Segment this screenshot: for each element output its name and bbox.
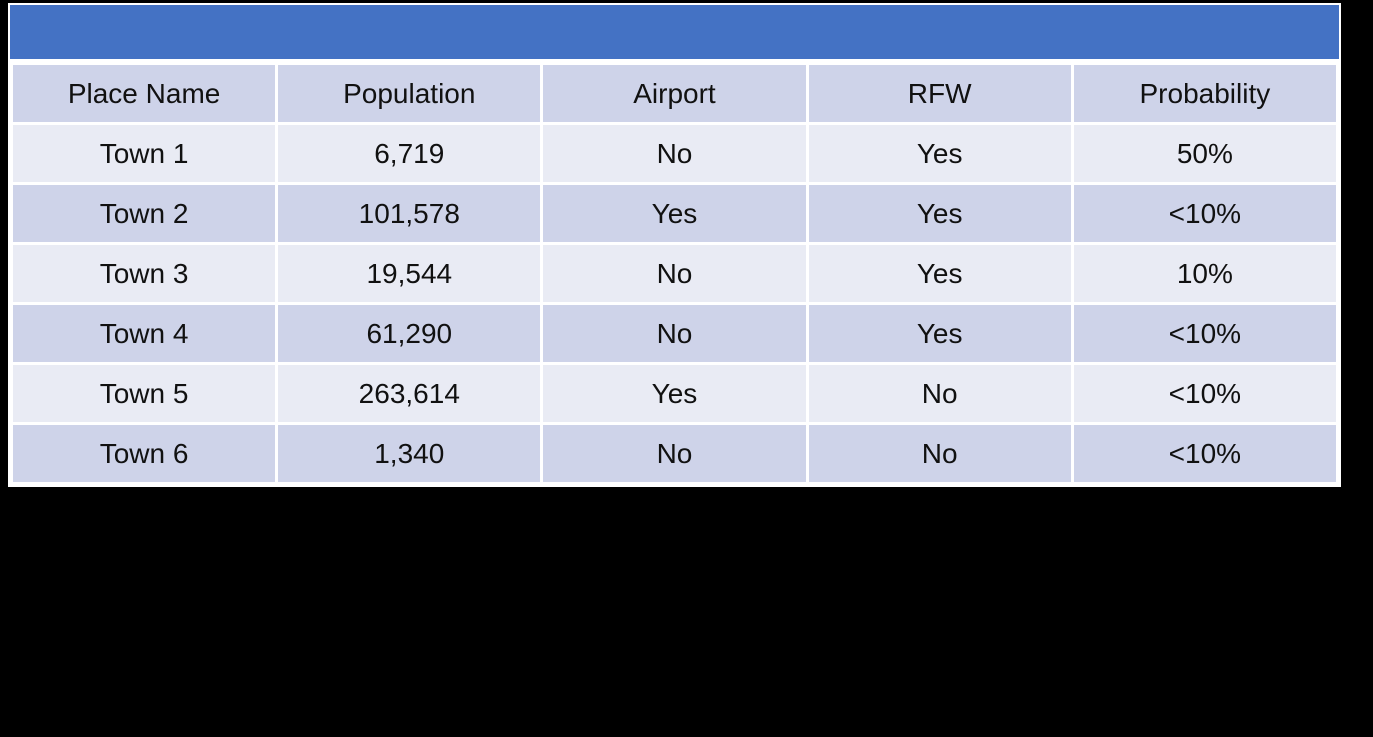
cell-probability: <10%	[1073, 185, 1336, 242]
table-body: Town 1 6,719 No Yes 50% Town 2 101,578 Y…	[13, 125, 1336, 482]
column-header-probability: Probability	[1073, 65, 1336, 122]
cell-airport: No	[543, 125, 806, 182]
column-header-rfw: RFW	[808, 65, 1071, 122]
cell-rfw: Yes	[808, 185, 1071, 242]
cell-population: 6,719	[278, 125, 541, 182]
cell-probability: <10%	[1073, 425, 1336, 482]
cell-probability: <10%	[1073, 365, 1336, 422]
table-title-band	[10, 5, 1339, 59]
table-row: Town 4 61,290 No Yes <10%	[13, 305, 1336, 362]
cell-population: 263,614	[278, 365, 541, 422]
cell-rfw: No	[808, 425, 1071, 482]
cell-place-name: Town 2	[13, 185, 276, 242]
cell-rfw: Yes	[808, 245, 1071, 302]
cell-place-name: Town 5	[13, 365, 276, 422]
table-header: Place Name Population Airport RFW Probab…	[13, 65, 1336, 122]
cell-population: 1,340	[278, 425, 541, 482]
cell-rfw: No	[808, 365, 1071, 422]
towns-data-table: Place Name Population Airport RFW Probab…	[10, 62, 1339, 485]
header-row: Place Name Population Airport RFW Probab…	[13, 65, 1336, 122]
cell-probability: 10%	[1073, 245, 1336, 302]
cell-population: 101,578	[278, 185, 541, 242]
column-header-place-name: Place Name	[13, 65, 276, 122]
table-row: Town 6 1,340 No No <10%	[13, 425, 1336, 482]
cell-place-name: Town 4	[13, 305, 276, 362]
cell-airport: No	[543, 425, 806, 482]
table-row: Town 2 101,578 Yes Yes <10%	[13, 185, 1336, 242]
column-header-population: Population	[278, 65, 541, 122]
cell-rfw: Yes	[808, 125, 1071, 182]
cell-place-name: Town 6	[13, 425, 276, 482]
table-row: Town 3 19,544 No Yes 10%	[13, 245, 1336, 302]
cell-rfw: Yes	[808, 305, 1071, 362]
cell-place-name: Town 1	[13, 125, 276, 182]
towns-table: Place Name Population Airport RFW Probab…	[8, 3, 1341, 487]
cell-airport: No	[543, 305, 806, 362]
cell-place-name: Town 3	[13, 245, 276, 302]
table-row: Town 5 263,614 Yes No <10%	[13, 365, 1336, 422]
cell-probability: 50%	[1073, 125, 1336, 182]
cell-airport: Yes	[543, 365, 806, 422]
cell-airport: No	[543, 245, 806, 302]
cell-population: 19,544	[278, 245, 541, 302]
cell-population: 61,290	[278, 305, 541, 362]
cell-probability: <10%	[1073, 305, 1336, 362]
cell-airport: Yes	[543, 185, 806, 242]
column-header-airport: Airport	[543, 65, 806, 122]
table-row: Town 1 6,719 No Yes 50%	[13, 125, 1336, 182]
